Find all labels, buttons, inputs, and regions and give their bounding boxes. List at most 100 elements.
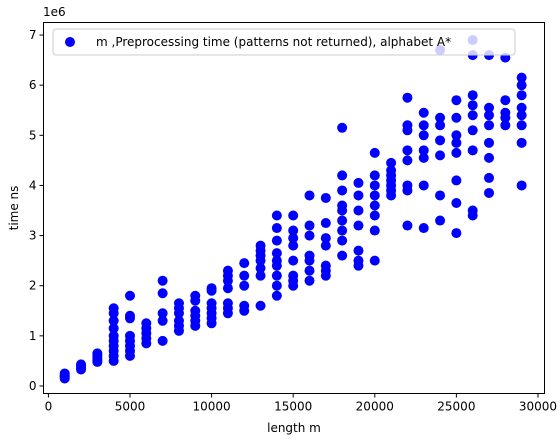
data-point: [516, 90, 527, 101]
data-point: [369, 225, 380, 236]
data-point: [369, 200, 380, 211]
data-point: [337, 200, 348, 211]
y-axis-ticks: 0 1 2 3 4 5 6 7: [29, 28, 44, 393]
data-point: [484, 137, 495, 148]
data-point: [418, 130, 429, 141]
data-point: [157, 288, 168, 299]
data-point: [108, 323, 119, 334]
data-point: [173, 298, 184, 309]
data-point: [516, 180, 527, 191]
data-point: [435, 112, 446, 123]
data-point: [271, 248, 282, 259]
data-point: [92, 348, 103, 359]
y-axis-label: time ns: [7, 186, 21, 231]
y-multiplier-label: 1e6: [43, 5, 66, 19]
data-point: [500, 107, 511, 118]
data-point: [190, 290, 201, 301]
data-point: [369, 180, 380, 191]
legend: m ,Preprocessing time (patterns not retu…: [52, 28, 516, 56]
data-point: [271, 235, 282, 246]
data-point: [337, 122, 348, 133]
data-point: [304, 220, 315, 231]
data-point: [157, 315, 168, 326]
data-point: [271, 290, 282, 301]
data-point: [369, 210, 380, 221]
y-tick-label: 4: [29, 178, 37, 192]
data-point: [239, 300, 250, 311]
data-point: [353, 190, 364, 201]
data-point: [239, 270, 250, 281]
data-point: [435, 215, 446, 226]
x-tick-label: 10000: [192, 400, 230, 414]
data-point: [206, 283, 217, 294]
data-point: [467, 145, 478, 156]
data-point: [157, 335, 168, 346]
data-point: [190, 305, 201, 316]
data-point: [337, 170, 348, 181]
data-point: [435, 135, 446, 146]
data-point: [516, 137, 527, 148]
data-point: [451, 112, 462, 123]
data-point: [418, 152, 429, 163]
data-point: [418, 107, 429, 118]
data-point: [337, 215, 348, 226]
data-point: [516, 72, 527, 83]
data-point: [255, 300, 266, 311]
data-point: [467, 110, 478, 121]
data-point: [320, 240, 331, 251]
data-point: [255, 270, 266, 281]
data-point: [108, 303, 119, 314]
data-point: [304, 230, 315, 241]
data-point: [484, 120, 495, 131]
data-point: [353, 177, 364, 188]
data-point: [271, 270, 282, 281]
data-point: [467, 205, 478, 216]
x-tick-label: 25000: [437, 400, 475, 414]
data-point: [353, 205, 364, 216]
data-point: [304, 275, 315, 286]
data-point: [369, 190, 380, 201]
data-point: [271, 280, 282, 291]
data-point: [484, 172, 495, 183]
data-point: [353, 245, 364, 256]
data-point: [402, 180, 413, 191]
data-point: [516, 80, 527, 91]
data-point: [337, 250, 348, 261]
data-point: [320, 192, 331, 203]
legend-box: [52, 28, 516, 56]
data-point: [435, 120, 446, 131]
data-point: [222, 283, 233, 294]
x-axis-ticks: 0 5000 10000 15000 20000 25000 30000: [45, 393, 557, 414]
data-point: [255, 263, 266, 274]
data-point: [451, 175, 462, 186]
data-point: [124, 290, 135, 301]
data-point: [484, 102, 495, 113]
y-tick-label: 1: [29, 329, 37, 343]
data-point: [484, 187, 495, 198]
data-point: [239, 280, 250, 291]
data-point: [467, 90, 478, 101]
x-tick-label: 0: [45, 400, 53, 414]
data-point: [467, 125, 478, 136]
legend-marker: [65, 37, 75, 47]
x-tick-label: 15000: [274, 400, 312, 414]
data-point: [271, 255, 282, 266]
data-point: [288, 255, 299, 266]
data-point: [369, 255, 380, 266]
data-point: [516, 110, 527, 121]
y-tick-label: 0: [29, 379, 37, 393]
data-point: [304, 265, 315, 276]
data-point: [451, 95, 462, 106]
data-point: [402, 155, 413, 166]
data-point: [288, 210, 299, 221]
data-point: [484, 110, 495, 121]
data-point: [206, 298, 217, 309]
data-point: [304, 250, 315, 261]
data-point: [386, 165, 397, 176]
data-point: [239, 258, 250, 269]
plot-frame: [43, 22, 545, 394]
x-axis-label: length m: [267, 421, 321, 435]
data-point: [418, 120, 429, 131]
data-point: [402, 92, 413, 103]
data-point: [59, 368, 70, 379]
